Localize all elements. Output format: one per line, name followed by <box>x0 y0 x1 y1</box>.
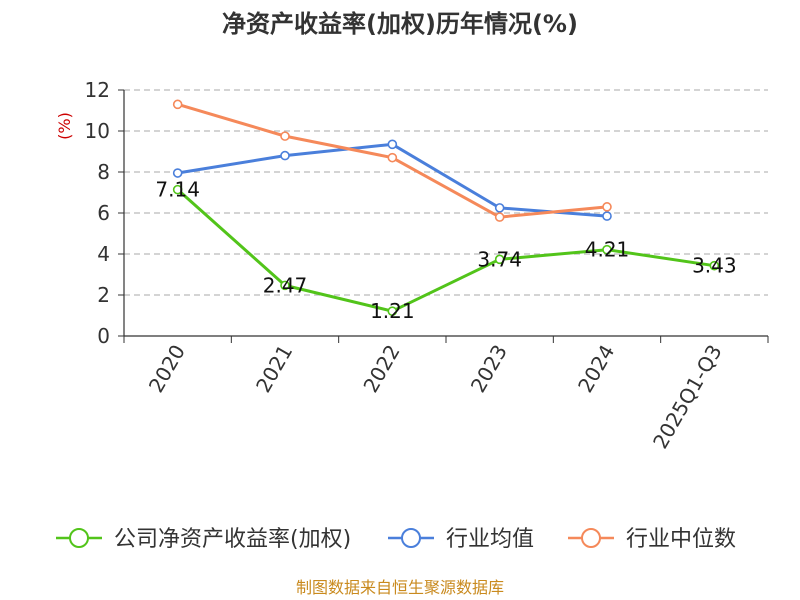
legend-swatch-marker <box>401 528 421 548</box>
data-point <box>602 202 612 212</box>
data-point <box>280 280 290 291</box>
legend: 公司净资产收益率(加权) 行业均值 行业中位数 <box>56 527 736 552</box>
data-label: 7.14 <box>155 178 200 202</box>
legend-swatch-marker <box>69 528 89 548</box>
y-tick-label: 6 <box>97 201 110 225</box>
y-tick-label: 12 <box>85 78 110 102</box>
data-point <box>602 244 612 255</box>
x-tick-label: 2024 <box>573 341 619 397</box>
data-point <box>494 212 505 222</box>
data-point <box>709 260 720 271</box>
data-label: 3.74 <box>477 247 522 271</box>
legend-label: 公司净资产收益率(加权) <box>114 527 351 552</box>
data-point <box>387 306 398 316</box>
y-tick-label: 10 <box>85 119 110 143</box>
data-point <box>494 203 505 213</box>
axes: 0 2 4 6 8 10 12 2020 2021 2022 2023 2024 2025Q1-Q3 <box>85 78 769 453</box>
x-tick-label: 2022 <box>358 341 404 397</box>
data-labels: 7.14 2.47 1.21 3.74 4.21 3.43 <box>155 178 736 324</box>
y-tick-label: 8 <box>97 160 110 184</box>
data-label: 3.43 <box>692 254 737 278</box>
data-point <box>280 150 290 161</box>
grid-lines <box>124 89 768 296</box>
data-label: 4.21 <box>585 238 630 262</box>
data-label: 1.21 <box>370 299 415 323</box>
data-point <box>280 131 290 141</box>
data-point <box>172 99 183 110</box>
series-lines <box>172 99 720 316</box>
legend-swatch-marker <box>581 528 601 548</box>
series-line <box>176 188 715 313</box>
x-tick-label: 2021 <box>251 341 297 397</box>
y-tick-label: 4 <box>97 242 110 266</box>
x-tick-label: 2023 <box>466 341 512 397</box>
y-tick-label: 2 <box>97 283 110 307</box>
x-tick-label: 2025Q1-Q3 <box>648 341 727 453</box>
data-point <box>172 168 183 178</box>
y-tick-label: 0 <box>97 324 110 348</box>
legend-label: 行业中位数 <box>626 527 736 552</box>
data-point <box>172 184 183 195</box>
x-tick-label: 2020 <box>144 341 190 397</box>
y-axis-label: (%) <box>55 112 74 140</box>
data-label: 2.47 <box>263 273 308 297</box>
chart-title: 净资产收益率(加权)历年情况(%) <box>222 10 578 38</box>
data-point <box>602 211 612 221</box>
legend-label: 行业均值 <box>446 527 534 552</box>
data-point <box>387 152 398 163</box>
source-note: 制图数据来自恒生聚源数据库 <box>296 578 504 597</box>
data-point <box>387 139 398 150</box>
data-point <box>494 254 505 265</box>
